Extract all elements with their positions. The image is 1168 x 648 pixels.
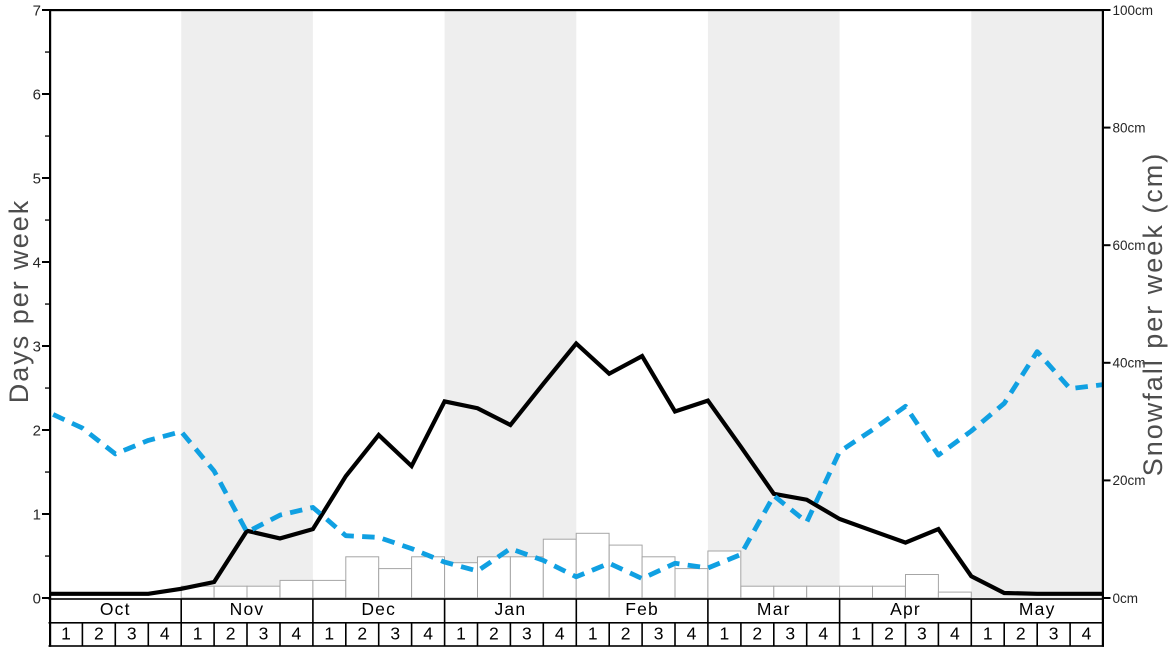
svg-text:3: 3 (654, 624, 664, 644)
svg-text:100cm: 100cm (1113, 3, 1154, 18)
svg-text:7: 7 (33, 2, 41, 19)
svg-text:2: 2 (357, 624, 367, 644)
svg-text:2: 2 (884, 624, 894, 644)
svg-text:3: 3 (917, 624, 927, 644)
svg-text:3: 3 (259, 624, 269, 644)
svg-text:4: 4 (1082, 624, 1092, 644)
svg-text:0: 0 (33, 590, 41, 607)
svg-text:60cm: 60cm (1113, 238, 1146, 253)
svg-text:3: 3 (522, 624, 532, 644)
svg-text:Snowfall per week (cm): Snowfall per week (cm) (1138, 152, 1168, 477)
svg-text:1: 1 (33, 506, 41, 523)
svg-text:1: 1 (193, 624, 203, 644)
svg-text:2: 2 (489, 624, 499, 644)
svg-text:4: 4 (950, 624, 960, 644)
svg-text:4: 4 (687, 624, 697, 644)
svg-text:80cm: 80cm (1113, 120, 1146, 135)
svg-text:Mar: Mar (757, 599, 791, 619)
svg-text:1: 1 (720, 624, 730, 644)
svg-text:2: 2 (1016, 624, 1026, 644)
svg-text:3: 3 (127, 624, 137, 644)
svg-text:6: 6 (33, 86, 41, 103)
svg-text:Oct: Oct (100, 599, 131, 619)
svg-text:Days per week: Days per week (4, 199, 34, 404)
svg-text:Feb: Feb (625, 599, 659, 619)
svg-text:Apr: Apr (890, 599, 921, 619)
svg-text:1: 1 (61, 624, 71, 644)
svg-text:2: 2 (94, 624, 104, 644)
svg-text:Nov: Nov (230, 599, 265, 619)
svg-text:40cm: 40cm (1113, 356, 1146, 371)
svg-text:4: 4 (33, 254, 41, 271)
svg-text:May: May (1019, 599, 1056, 619)
svg-text:3: 3 (1049, 624, 1059, 644)
svg-text:4: 4 (555, 624, 565, 644)
svg-text:3: 3 (390, 624, 400, 644)
svg-text:1: 1 (983, 624, 993, 644)
svg-text:3: 3 (785, 624, 795, 644)
svg-text:2: 2 (621, 624, 631, 644)
svg-text:4: 4 (292, 624, 302, 644)
svg-text:Dec: Dec (361, 599, 396, 619)
svg-text:4: 4 (423, 624, 433, 644)
svg-text:2: 2 (226, 624, 236, 644)
svg-text:1: 1 (456, 624, 466, 644)
svg-text:2: 2 (33, 422, 41, 439)
svg-text:Jan: Jan (494, 599, 526, 619)
svg-text:1: 1 (588, 624, 598, 644)
svg-text:1: 1 (851, 624, 861, 644)
svg-text:5: 5 (33, 170, 41, 187)
svg-text:0cm: 0cm (1113, 591, 1139, 606)
svg-text:4: 4 (160, 624, 170, 644)
svg-text:3: 3 (33, 338, 41, 355)
svg-text:4: 4 (818, 624, 828, 644)
svg-text:1: 1 (324, 624, 334, 644)
svg-text:2: 2 (752, 624, 762, 644)
svg-text:20cm: 20cm (1113, 473, 1146, 488)
